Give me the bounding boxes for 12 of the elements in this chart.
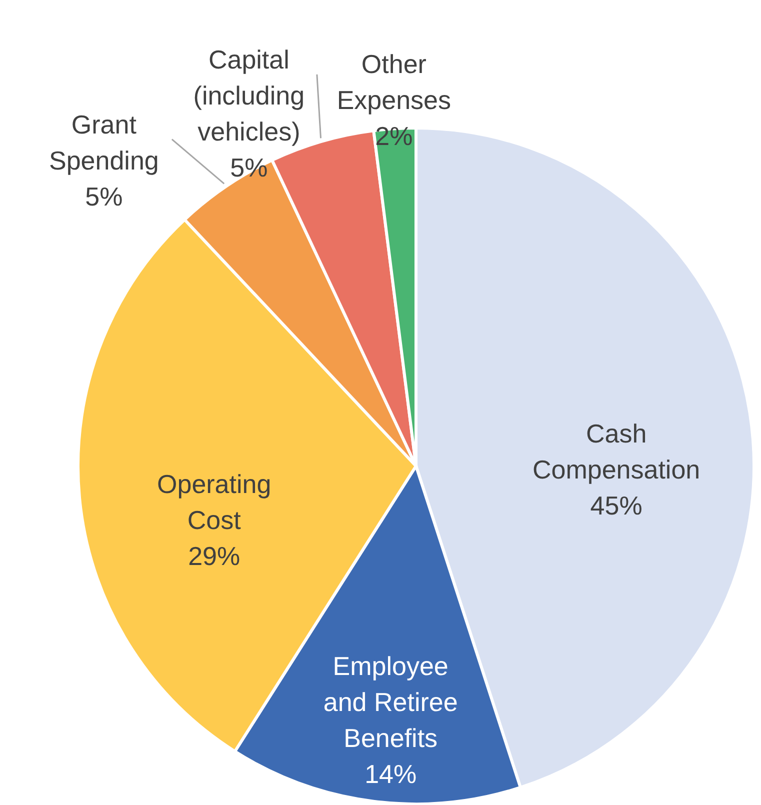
data-label: 5% bbox=[230, 152, 268, 182]
slice-label: Capital (including vehicles) bbox=[193, 44, 305, 146]
data-label: 5% bbox=[85, 181, 123, 212]
slice-label: Other Expenses bbox=[336, 49, 452, 116]
data-label: 2% bbox=[375, 121, 413, 152]
data-label: 45% bbox=[590, 490, 642, 520]
data-label: 29% bbox=[188, 541, 240, 572]
slice-label: Employee and Retiree Benefits bbox=[323, 651, 458, 754]
slice-label: Operating Cost bbox=[157, 469, 272, 536]
data-label: 14% bbox=[364, 759, 417, 790]
slice-label: Grant Spending bbox=[48, 109, 159, 176]
slice-label: Cash Compensation bbox=[532, 418, 700, 484]
